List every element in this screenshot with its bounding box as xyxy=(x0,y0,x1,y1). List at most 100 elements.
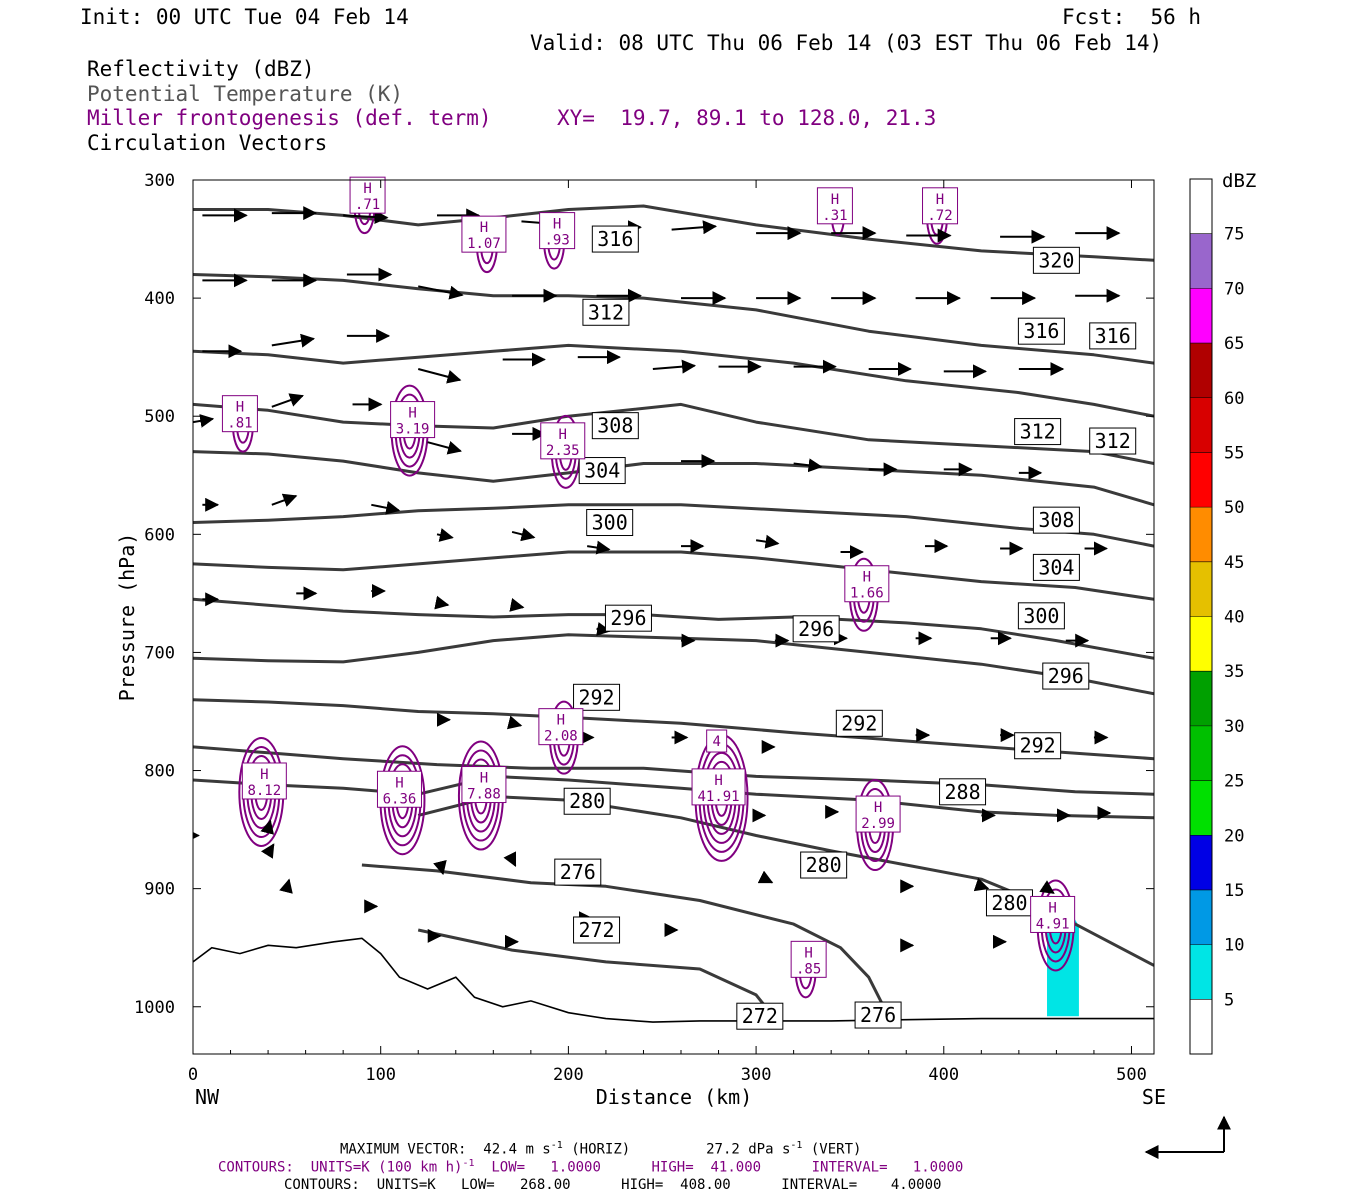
theta-label-text: 312 xyxy=(1020,420,1056,444)
circulation-vector xyxy=(271,393,304,408)
reference-vector-icon xyxy=(1144,1115,1231,1159)
frontogenesis-high-label: H41.91 xyxy=(691,768,746,806)
frontogenesis-high-value: .71 xyxy=(355,197,380,213)
y-tick-label: 600 xyxy=(144,525,175,545)
theta-label: 320 xyxy=(1032,246,1080,274)
max-vector-line: MAXIMUM VECTOR: 42.4 m s-1 (HORIZ) 27.2 … xyxy=(340,1141,861,1157)
y-tick-label: 800 xyxy=(144,762,175,782)
circulation-vector xyxy=(418,285,464,300)
theta-label-box xyxy=(1032,246,1080,274)
circulation-vector xyxy=(260,819,275,835)
theta-label: 276 xyxy=(554,858,602,886)
colorbar-tick-label: 65 xyxy=(1224,334,1244,354)
theta-label-text: 296 xyxy=(798,617,834,641)
theta-label-text: 280 xyxy=(991,891,1027,915)
theta-label-box xyxy=(736,1002,784,1030)
colorbar-segment xyxy=(1190,671,1212,726)
frontogenesis-high-box xyxy=(349,176,386,214)
frontogenesis-high-box xyxy=(844,565,890,603)
theta-label-box xyxy=(573,683,621,711)
frontogenesis-high-box xyxy=(461,215,507,253)
theta-label-text: 316 xyxy=(1095,324,1131,348)
y-tick-label: 400 xyxy=(144,289,175,309)
theta-label-box xyxy=(800,851,848,879)
colorbar-tick-label: 5 xyxy=(1224,990,1234,1010)
frontogenesis-high-box xyxy=(241,762,287,800)
init-time: Init: 00 UTC Tue 04 Feb 14 xyxy=(80,5,409,29)
theta-label-box xyxy=(604,604,652,632)
frontogenesis-high-value: 1.66 xyxy=(850,586,884,602)
theta-label: 296 xyxy=(1042,662,1090,690)
title-frontogenesis: Miller frontogenesis (def. term) xyxy=(87,106,492,130)
colorbar-segment xyxy=(1190,725,1212,781)
frontogenesis-high-letter: H xyxy=(1048,900,1056,916)
theta-contour-272 xyxy=(417,928,777,1020)
theta-contour-276 xyxy=(361,863,886,1008)
theta-label-box xyxy=(1032,553,1080,581)
circulation-vector xyxy=(434,595,450,610)
theta-contour-308 xyxy=(193,503,1154,548)
frontogenesis-high-letter: H xyxy=(236,400,244,416)
theta-label: 292 xyxy=(835,709,883,737)
theta-label-box xyxy=(591,412,639,440)
frontogenesis-high-label: H4.91 xyxy=(1030,895,1076,933)
frontogenesis-high-value: .85 xyxy=(796,961,821,977)
frontogenesis-high-label: H7.88 xyxy=(461,766,507,804)
y-tick-label: 1000 xyxy=(134,998,175,1018)
theta-label-box xyxy=(1017,317,1065,345)
theta-label-text: 300 xyxy=(592,511,628,535)
theta-label-text: 272 xyxy=(742,1004,778,1028)
theta-label: 304 xyxy=(1032,553,1080,581)
title-vectors: Circulation Vectors xyxy=(87,131,328,155)
theta-label: 316 xyxy=(591,225,639,253)
forecast-hour: Fcst: 56 h xyxy=(1062,5,1202,29)
theta-label: 296 xyxy=(604,604,652,632)
max-vector-label: MAXIMUM VECTOR: xyxy=(340,1141,467,1158)
colorbar-segment xyxy=(1190,507,1212,562)
colorbar-segment xyxy=(1190,999,1212,1054)
max-vector-horiz-tag: (HORIZ) xyxy=(571,1141,631,1158)
theta-label-text: 280 xyxy=(569,789,605,813)
frontogenesis-high-label: H.31 xyxy=(816,187,853,225)
theta-contour-296 xyxy=(193,633,1154,696)
frontogenesis-high-value: 41.91 xyxy=(697,789,739,805)
theta-label-box xyxy=(854,1001,902,1029)
circulation-vector xyxy=(260,843,275,859)
terrain-surface-line xyxy=(193,937,1154,1023)
theta-label-text: 292 xyxy=(841,711,877,735)
x-tick-label: 500 xyxy=(1116,1065,1147,1085)
frontogenesis-high-box xyxy=(540,422,586,460)
frontogenesis-high-letter: H xyxy=(480,220,488,236)
frontogenesis-high-label: H2.35 xyxy=(540,422,586,460)
colorbar-segment xyxy=(1190,452,1212,508)
y-tick-label: 300 xyxy=(144,171,175,191)
max-vector-vert-value: 27.2 dPa s xyxy=(706,1141,791,1158)
theta-label-text: 308 xyxy=(597,414,633,438)
cross-section-endpoints: XY= 19.7, 89.1 to 128.0, 21.3 xyxy=(557,106,937,130)
theta-label: 272 xyxy=(736,1002,784,1030)
colorbar-tick-label: 45 xyxy=(1224,553,1244,573)
theta-label-box xyxy=(578,457,626,485)
theta-label-text: 288 xyxy=(944,780,980,804)
circulation-vector xyxy=(343,210,389,224)
colorbar-tick-label: 75 xyxy=(1224,225,1244,245)
circulation-vector xyxy=(193,413,215,428)
frontogenesis-high-box xyxy=(390,401,436,439)
frontogenesis-high-value: .72 xyxy=(927,208,952,224)
theta-label: 316 xyxy=(1017,317,1065,345)
frontogenesis-high-value: .93 xyxy=(544,233,569,249)
theta-label-text: 272 xyxy=(578,918,614,942)
theta-label: 280 xyxy=(985,889,1033,917)
colorbar-tick-label: 50 xyxy=(1224,498,1244,518)
theta-label: 288 xyxy=(939,778,987,806)
theta-contour-300 xyxy=(193,597,1154,660)
theta-label-text: 304 xyxy=(1038,555,1074,579)
frontogenesis-high-value: 2.35 xyxy=(546,443,580,459)
frontogenesis-high-letter: H xyxy=(863,570,871,586)
frontogenesis-high-label: H1.66 xyxy=(844,565,890,603)
frontogenesis-high-box xyxy=(855,795,901,833)
frontogenesis-high-letter: H xyxy=(557,713,565,729)
colorbar-unit: dBZ xyxy=(1222,170,1256,192)
frontogenesis-high-value: 6.36 xyxy=(383,791,417,807)
colorbar-tick-label: 70 xyxy=(1224,279,1244,299)
